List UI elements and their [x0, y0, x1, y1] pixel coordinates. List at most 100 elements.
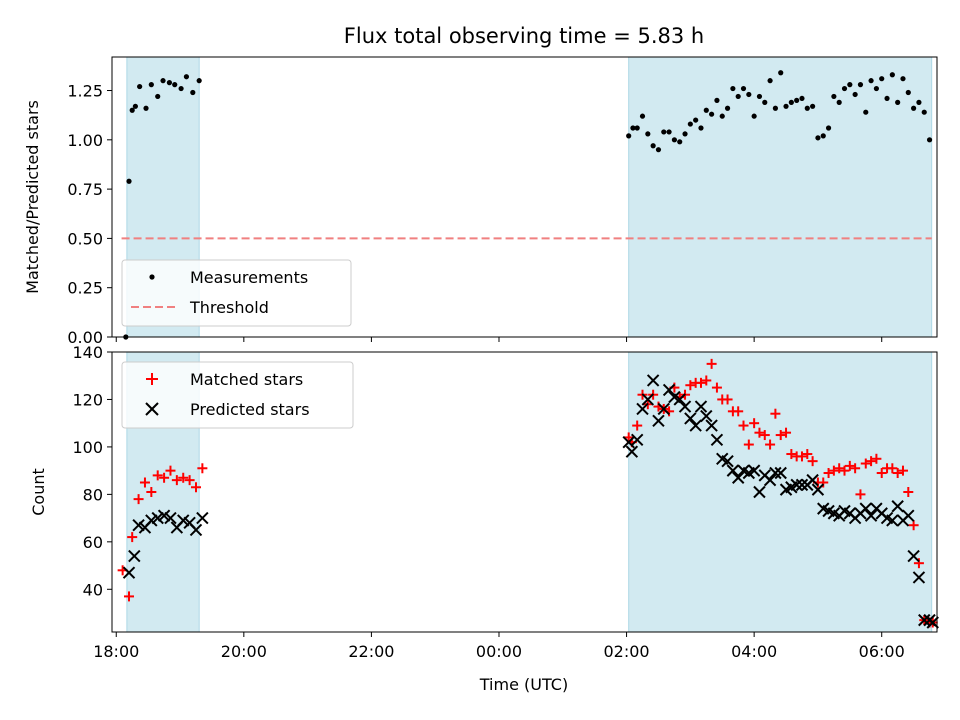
top-measurement-point	[810, 103, 816, 109]
bottom-matched-point	[722, 394, 733, 405]
bottom-predicted-point	[859, 502, 872, 515]
bottom-predicted-point	[886, 514, 899, 527]
bottom-x-tick-label: 18:00	[93, 642, 139, 661]
top-measurement-point	[820, 133, 826, 139]
top-y-tick-label: 0.25	[67, 279, 103, 298]
top-measurement-point	[831, 93, 837, 100]
top-measurement-point	[740, 85, 747, 92]
bottom-matched-point	[866, 456, 877, 467]
bottom-predicted-point	[641, 393, 655, 406]
bottom-legend: Matched stars Predicted stars	[121, 361, 354, 429]
top-measurement-point	[783, 103, 789, 109]
top-measurement-point	[788, 99, 794, 105]
legend-matched-marker	[146, 373, 158, 385]
bottom-predicted-point	[891, 500, 904, 513]
top-measurement-point	[905, 89, 911, 96]
bottom-matched-point	[743, 439, 754, 450]
bottom-matched-point	[738, 420, 749, 431]
top-measurement-point	[895, 99, 901, 105]
top-measurement-point	[166, 80, 173, 86]
top-measurement-point	[666, 129, 672, 135]
legend-matched-label: Matched stars	[190, 370, 303, 389]
top-measurement-point	[129, 107, 135, 113]
top-measurement-point	[630, 125, 636, 131]
bottom-predicted-point	[684, 412, 697, 425]
bottom-predicted-point	[726, 464, 740, 477]
top-measurement-point	[671, 137, 678, 143]
bottom-matched-point	[124, 591, 135, 602]
bottom-predicted-point	[902, 509, 915, 522]
bottom-matched-point	[706, 358, 717, 369]
bottom-predicted-point	[912, 571, 926, 584]
top-measurement-point	[132, 103, 138, 109]
bottom-matched-point	[844, 460, 855, 471]
top-measurement-point	[172, 82, 178, 88]
bottom-predicted-point	[678, 400, 692, 413]
bottom-predicted-point	[774, 466, 787, 480]
bottom-predicted-point	[630, 433, 644, 447]
bottom-matched-point	[178, 472, 189, 483]
bottom-matched-point	[711, 382, 722, 393]
bottom-y-tick-label: 80	[83, 485, 103, 504]
bottom-predicted-point	[122, 566, 136, 579]
bottom-matched-point	[127, 532, 138, 543]
top-y-tick-label: 1.25	[67, 82, 103, 101]
top-y-tick-label: 0.00	[67, 328, 103, 347]
bottom-predicted-point	[128, 549, 141, 563]
bottom-predicted-point	[132, 519, 145, 532]
top-measurement-point	[756, 93, 763, 100]
bottom-matched-point	[749, 418, 760, 429]
top-measurement-point	[178, 85, 184, 92]
bottom-x-tick-label: 22:00	[348, 642, 394, 661]
top-measurement-point	[714, 97, 720, 103]
top-measurement-point	[921, 109, 927, 115]
top-measurement-point	[677, 139, 683, 145]
bottom-matched-point	[632, 420, 643, 431]
bottom-predicted-point	[747, 464, 761, 477]
bottom-matched-point	[165, 465, 176, 476]
top-measurement-point	[682, 131, 688, 137]
top-measurement-point	[746, 91, 752, 98]
top-measurement-point	[703, 107, 709, 113]
top-measurement-point	[873, 85, 880, 92]
bottom-matched-point	[190, 482, 201, 493]
top-measurement-point	[724, 105, 731, 111]
bottom-matched-point	[146, 487, 157, 497]
bottom-predicted-point	[646, 374, 660, 387]
bottom-x-tick-label: 04:00	[731, 642, 777, 661]
bottom-matched-point	[133, 494, 144, 505]
bottom-matched-point	[759, 430, 770, 441]
bottom-predicted-point	[694, 400, 708, 413]
bottom-predicted-point	[811, 483, 825, 496]
top-measurement-point	[143, 105, 149, 111]
bottom-matched-point	[159, 472, 170, 483]
top-y-tick-label: 1.00	[67, 131, 103, 150]
top-measurement-point	[645, 131, 651, 137]
bottom-predicted-point	[164, 511, 177, 525]
top-measurement-point	[160, 78, 166, 84]
bottom-predicted-point	[790, 478, 803, 492]
top-measurement-point	[709, 111, 715, 117]
bottom-predicted-point	[769, 466, 782, 480]
bottom-matched-point	[876, 468, 887, 479]
bottom-predicted-point	[636, 402, 649, 416]
x-axis-label: Time (UTC)	[479, 675, 568, 694]
legend-measurements-marker	[149, 274, 155, 280]
bottom-matched-point	[908, 520, 919, 531]
top-measurement-point	[693, 117, 699, 123]
bottom-matched-point	[860, 458, 871, 469]
top-measurement-point	[137, 83, 143, 90]
top-y-tick-label: 0.50	[67, 229, 103, 248]
bottom-y-tick-label: 100	[72, 438, 103, 457]
bottom-predicted-point	[145, 514, 158, 527]
top-measurement-point	[772, 105, 779, 111]
chart-title: Flux total observing time = 5.83 h	[344, 24, 704, 48]
bottom-matched-point	[184, 475, 195, 486]
bottom-predicted-point	[795, 478, 809, 492]
bottom-predicted-point	[189, 523, 203, 537]
top-measurement-point	[148, 82, 154, 88]
bottom-matched-point	[850, 463, 861, 474]
top-measurement-point	[889, 72, 895, 78]
legend-predicted-marker	[145, 402, 159, 416]
